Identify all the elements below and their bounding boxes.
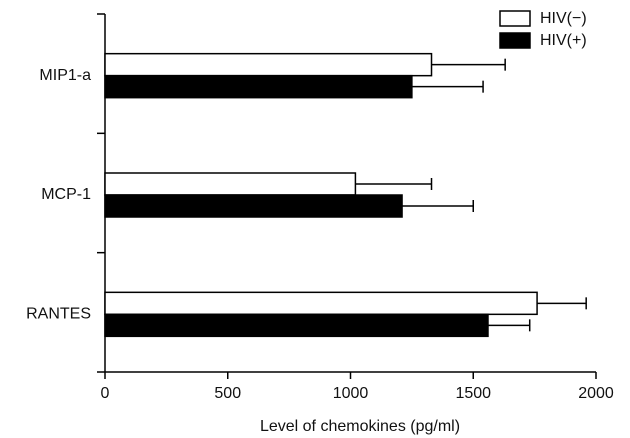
bar bbox=[104, 313, 489, 338]
legend-swatch bbox=[499, 32, 531, 49]
x-tick-label: 1500 bbox=[455, 385, 491, 402]
y-tick-label: MCP-1 bbox=[41, 186, 91, 203]
legend-label: HIV(−) bbox=[540, 10, 587, 27]
legend-swatch bbox=[499, 10, 531, 27]
error-bar bbox=[537, 297, 587, 310]
error-bar bbox=[487, 319, 531, 332]
bar bbox=[104, 172, 357, 196]
bar bbox=[104, 52, 433, 77]
x-tick-label: 1000 bbox=[333, 385, 369, 402]
legend-label: HIV(+) bbox=[540, 32, 587, 49]
x-tick-label: 500 bbox=[214, 385, 241, 402]
x-tick-label: 0 bbox=[101, 385, 110, 402]
error-bar bbox=[411, 80, 484, 93]
bar bbox=[104, 74, 413, 99]
bar bbox=[104, 291, 538, 316]
y-tick-label: MIP1-a bbox=[39, 67, 91, 84]
error-bar bbox=[355, 178, 433, 190]
y-tick-label: RANTES bbox=[26, 306, 91, 323]
bar bbox=[104, 194, 403, 218]
x-axis-label: Level of chemokines (pg/ml) bbox=[260, 418, 460, 435]
error-bar bbox=[431, 58, 506, 71]
error-bar bbox=[402, 200, 474, 212]
x-tick-label: 2000 bbox=[578, 385, 614, 402]
